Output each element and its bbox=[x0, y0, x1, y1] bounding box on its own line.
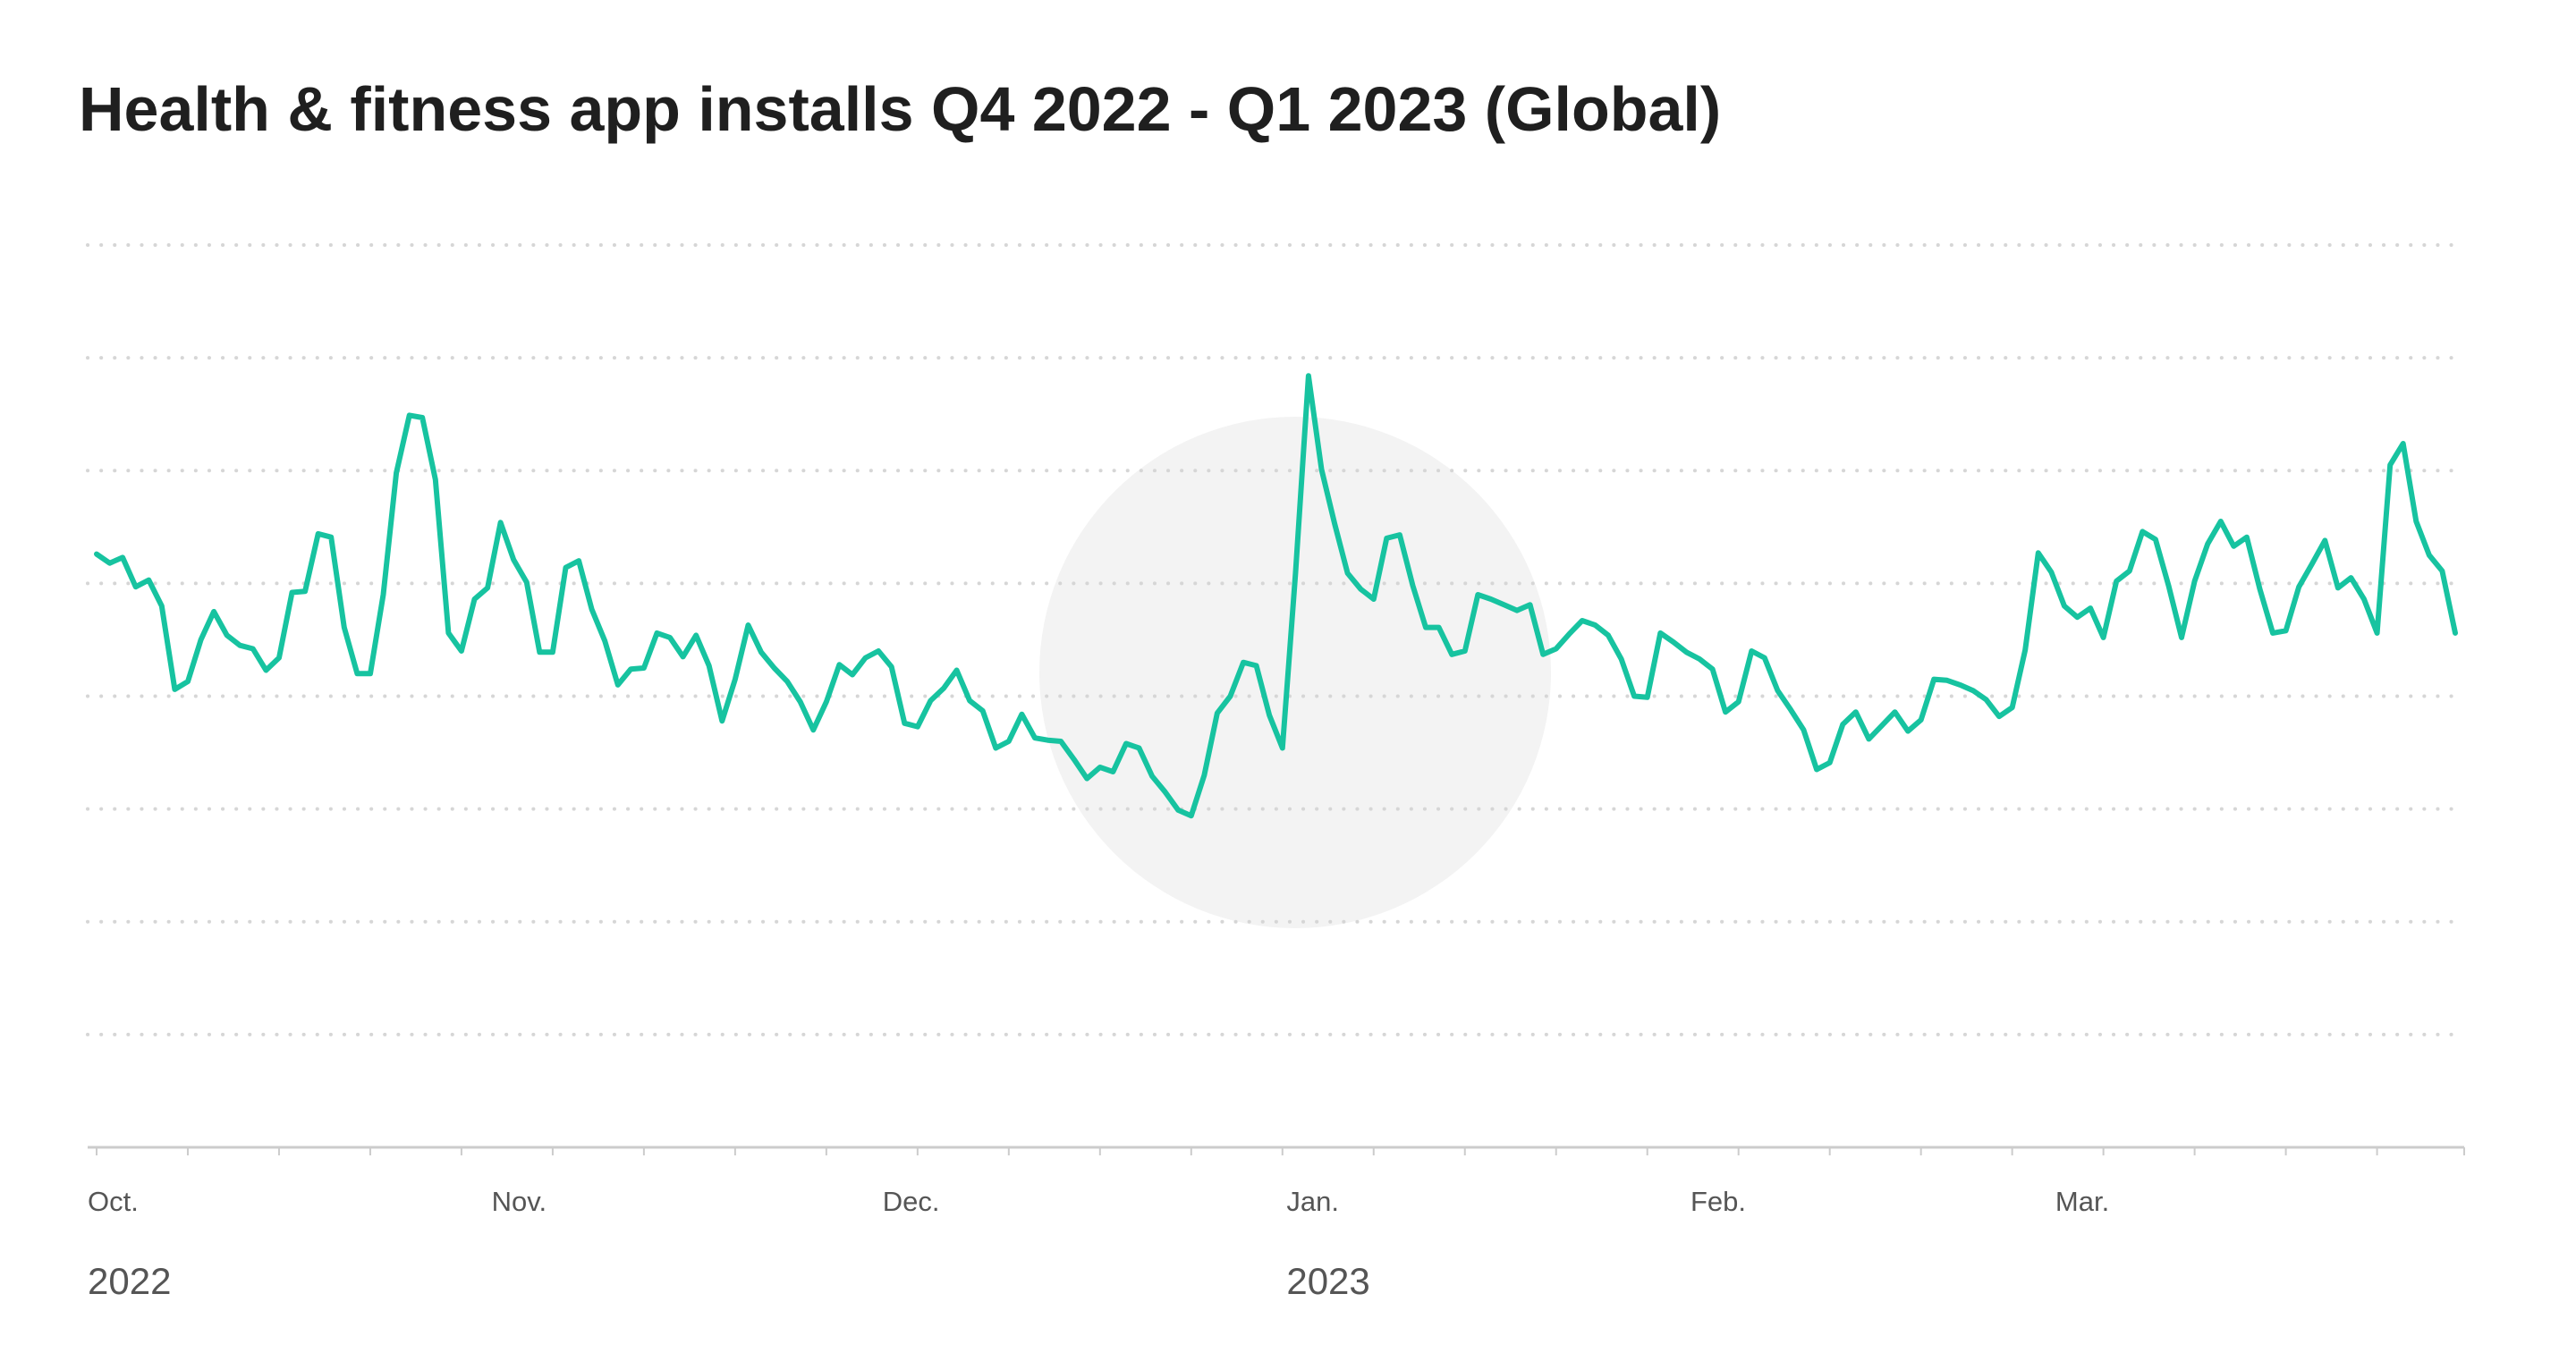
x-year-label: 2023 bbox=[1286, 1260, 1369, 1302]
series-line bbox=[94, 373, 2458, 819]
logo-watermark-icon bbox=[1039, 417, 1551, 928]
x-tick-label: Oct. bbox=[88, 1186, 139, 1217]
x-tick-label: Jan. bbox=[1286, 1186, 1339, 1217]
watermark bbox=[1039, 417, 1551, 928]
x-tick-label: Dec. bbox=[883, 1186, 940, 1217]
chart-title: Health & fitness app installs Q4 2022 - … bbox=[79, 74, 1722, 144]
x-tick-label: Nov. bbox=[492, 1186, 547, 1217]
x-tick-label: Feb. bbox=[1690, 1186, 1746, 1217]
x-year-label: 2022 bbox=[88, 1260, 171, 1302]
series-lines bbox=[94, 373, 2458, 819]
grid-lines bbox=[86, 243, 2466, 1036]
x-axis: Oct. Nov. Dec. Jan. Feb. Mar. 2022 2023 bbox=[88, 1146, 2465, 1302]
x-tick-label: Mar. bbox=[2055, 1186, 2109, 1217]
